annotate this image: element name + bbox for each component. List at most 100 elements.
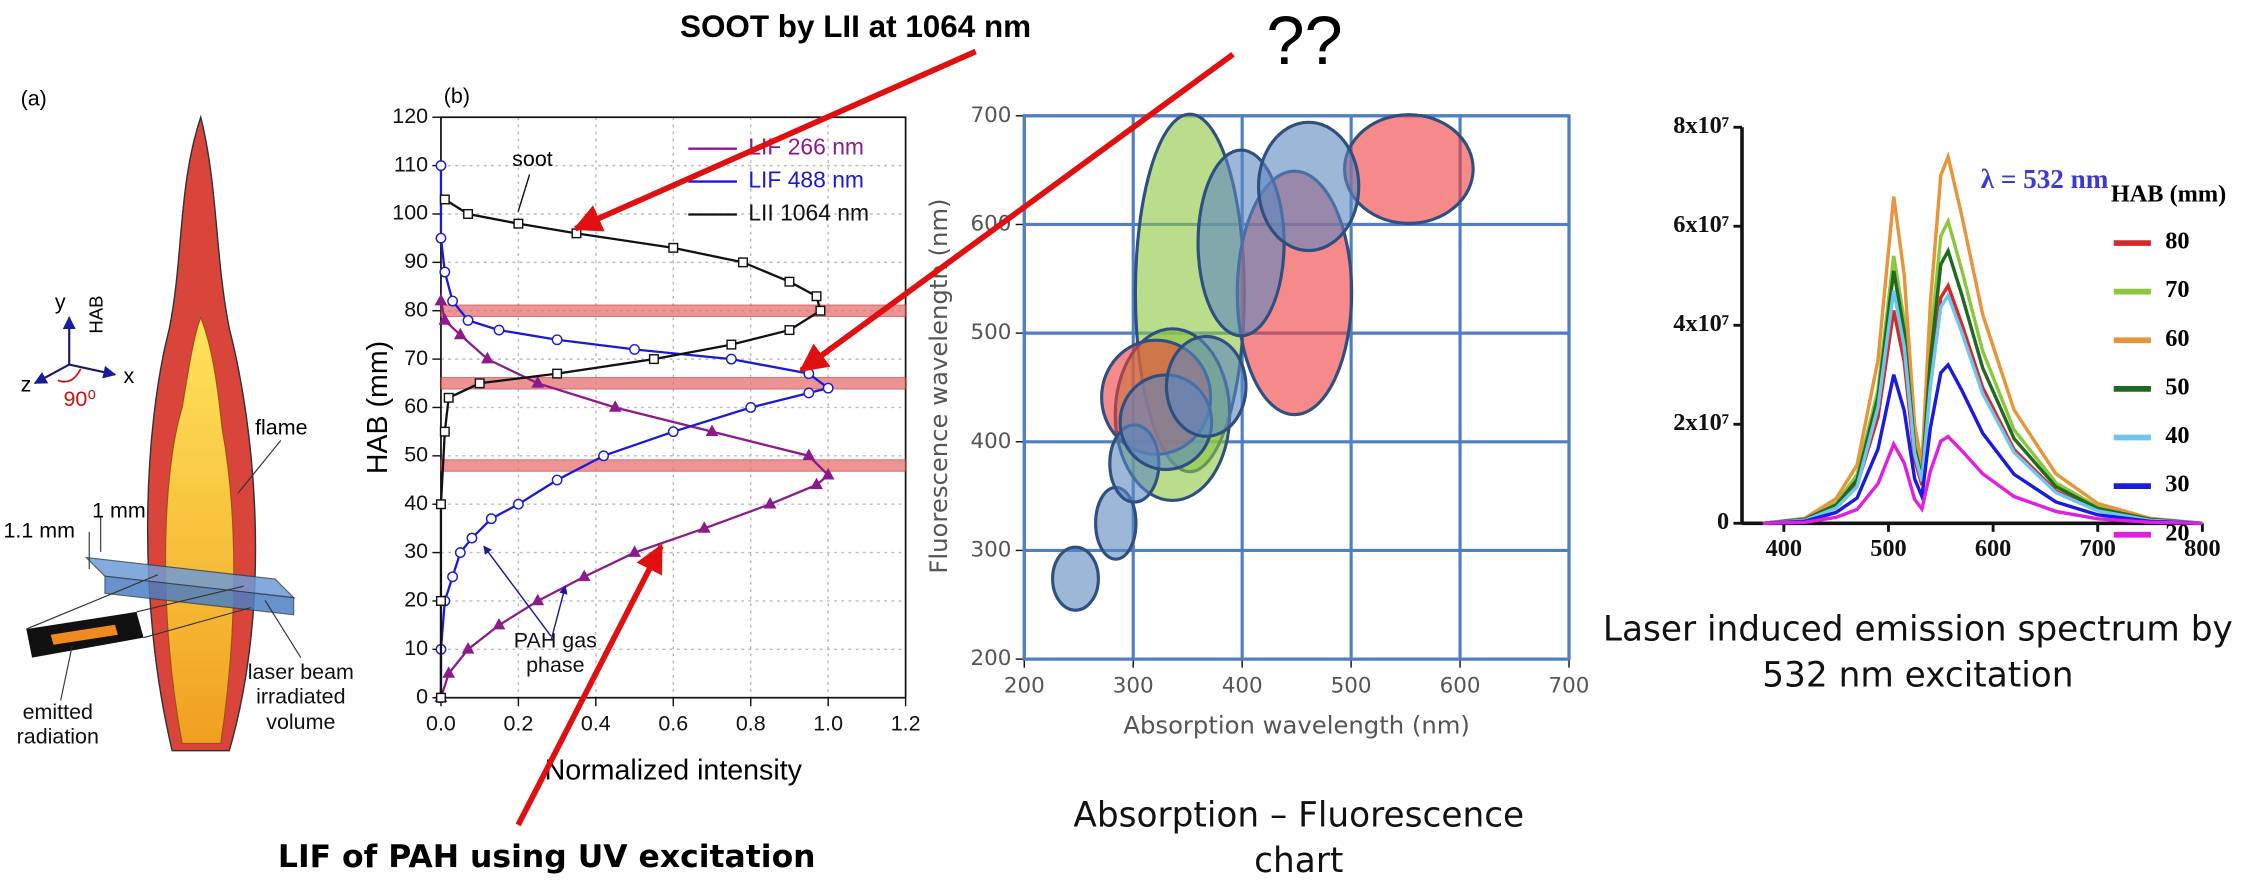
y-axis-label: HAB (mm): [362, 341, 394, 474]
legend-label: 40: [2165, 422, 2189, 449]
plot-frame: [440, 116, 907, 699]
y-tick-label: 20: [404, 588, 428, 612]
axis-x: [68, 363, 117, 379]
series-line: [1762, 246, 2203, 525]
plot-frame: [1022, 114, 1571, 661]
note-pointer: [517, 174, 531, 212]
marker: [815, 305, 826, 316]
x-tick-label: 0.6: [658, 712, 688, 736]
note-pointer: [550, 585, 568, 641]
note-box: PAH gas phase: [513, 629, 597, 679]
marker: [435, 160, 447, 172]
marker: [745, 402, 757, 413]
marker: [737, 257, 748, 268]
charts: 0 10 20 30 40 50 60 70 80 90 100 110 120 0.0 0.2 0.4 0.6…: [362, 84, 2233, 881]
marker: [443, 392, 454, 403]
series-line: [1762, 434, 2203, 525]
y-tick-label: 40: [404, 491, 428, 515]
marker: [551, 334, 563, 346]
marker: [461, 642, 475, 654]
y-axis-label: Fluorescence wavelength (nm): [924, 198, 953, 573]
note: soot: [512, 147, 553, 171]
pointer: [264, 600, 302, 658]
highlight-band: [440, 377, 907, 390]
y-tick-label: 100: [392, 201, 428, 225]
legend-label: LIF 266 nm: [748, 134, 864, 160]
marker: [513, 218, 524, 229]
y-tick-label: 0: [1717, 508, 1729, 535]
x-tick-label: 300: [1113, 673, 1154, 698]
legend-label: LIF 488 nm: [748, 167, 864, 193]
marker: [648, 354, 659, 365]
marker: [552, 368, 563, 379]
note: PAH gas phase: [513, 629, 597, 679]
series-line: [1762, 216, 2203, 525]
flame-label: flame: [255, 416, 307, 440]
marker: [462, 314, 474, 326]
legend-label: 50: [2165, 373, 2189, 400]
x-tick-label: 200: [1004, 673, 1045, 698]
laser-label: laser beam irradiated volume: [247, 660, 354, 735]
x-tick-label: 400: [1766, 535, 1802, 562]
marker: [447, 295, 459, 307]
annotation-arrow: [798, 52, 1235, 373]
x-axis-label: Normalized intensity: [545, 755, 803, 787]
x-tick-label: 400: [1222, 673, 1263, 698]
axis-z: [33, 363, 70, 385]
marker: [726, 339, 737, 350]
marker: [439, 266, 451, 278]
y-tick-label: 10: [404, 636, 428, 660]
axis-label: y: [55, 290, 66, 314]
marker: [453, 327, 467, 340]
y-tick-label: 4x10⁷: [1673, 310, 1729, 337]
axis-label: x: [124, 364, 135, 388]
marker: [725, 353, 737, 365]
annotation: SOOT by LII at 1064 nm: [680, 9, 1031, 44]
marker: [822, 382, 834, 394]
legend-label: 80: [2165, 228, 2189, 255]
detector-slit: [50, 624, 118, 645]
y-tick-label: 70: [404, 346, 428, 370]
chart: 0 10 20 30 40 50 60 70 80 90 100 110 120 0.0 0.2 0.4 0.6…: [362, 84, 920, 787]
marker: [598, 450, 610, 462]
x-axis-label: Absorption wavelength (nm): [1123, 710, 1470, 739]
guide: [143, 607, 251, 639]
y-tick-label: 2x10⁷: [1673, 409, 1729, 436]
x-tick-label: 1.0: [813, 712, 843, 736]
series-line: [1762, 151, 2203, 525]
marker: [466, 532, 478, 544]
angle-arc: [57, 368, 82, 383]
annotation-arrow: [572, 48, 977, 232]
pointer: [237, 439, 282, 494]
laser-beam-front: [104, 575, 295, 616]
ellipse: [1343, 113, 1475, 225]
chart-caption: Laser induced emission spectrum by 532 n…: [1602, 609, 2233, 696]
panel-label: (a): [21, 87, 47, 111]
panel-label: (b): [444, 84, 470, 108]
guide: [26, 574, 159, 630]
marker: [463, 208, 474, 219]
flame-inner: [164, 315, 235, 745]
marker: [435, 232, 447, 244]
marker: [438, 313, 452, 325]
marker: [442, 666, 456, 678]
marker: [810, 477, 823, 490]
highlight-band: [440, 459, 907, 472]
legend-label: LII 1064 nm: [748, 200, 869, 226]
marker: [439, 194, 450, 205]
annotation-arrow: [515, 543, 664, 827]
x-tick-label: 1.2: [891, 712, 921, 736]
marker: [821, 467, 835, 480]
y-tick-label: 80: [404, 297, 428, 321]
note-pointer: [483, 545, 552, 637]
ellipse: [1256, 120, 1361, 253]
marker: [577, 569, 591, 582]
x-tick-label: 800: [2184, 535, 2220, 562]
y-tick-label: 90: [404, 249, 428, 273]
y-tick-label: 0: [416, 684, 428, 708]
marker: [531, 593, 545, 606]
marker: [454, 547, 466, 559]
